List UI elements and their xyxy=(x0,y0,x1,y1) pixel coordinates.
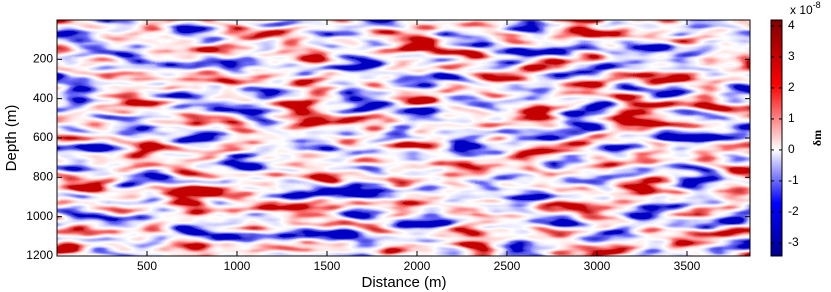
x-tick-label: 2500 xyxy=(494,259,521,273)
colorbar-tick-label: -3 xyxy=(788,235,799,249)
y-tick-label: 1200 xyxy=(26,248,53,262)
colorbar-tick-label: 3 xyxy=(788,49,795,63)
seismic-image xyxy=(57,20,750,256)
x-tick-label: 3500 xyxy=(674,259,701,273)
colorbar-tick-label: -1 xyxy=(788,173,799,187)
colorbar-scale-base: x 10 xyxy=(790,3,813,17)
colorbar-tick-label: 1 xyxy=(788,111,795,125)
colorbar-tick-label: 2 xyxy=(788,80,795,94)
x-tick-label: 1500 xyxy=(314,259,341,273)
y-tick-label: 600 xyxy=(33,130,53,144)
y-tick-label: 400 xyxy=(33,91,53,105)
x-tick-label: 2000 xyxy=(404,259,431,273)
x-tick-label: 3000 xyxy=(584,259,611,273)
colorbar xyxy=(770,19,783,257)
y-tick-label: 800 xyxy=(33,170,53,184)
y-tick-label: 200 xyxy=(33,52,53,66)
colorbar-tick-label: 4 xyxy=(788,18,795,32)
colorbar-scale: x 10-8 xyxy=(790,0,821,17)
x-axis-label: Distance (m) xyxy=(361,274,446,291)
colorbar-tick-label: 0 xyxy=(788,142,795,156)
colorbar-scale-exponent: -8 xyxy=(813,0,821,10)
x-tick-label: 1000 xyxy=(224,259,251,273)
y-axis-label: Depth (m) xyxy=(3,105,20,172)
x-tick-label: 500 xyxy=(137,259,157,273)
colorbar-label: δm xyxy=(810,130,824,146)
y-tick-label: 1000 xyxy=(26,209,53,223)
colorbar-tick-label: -2 xyxy=(788,204,799,218)
